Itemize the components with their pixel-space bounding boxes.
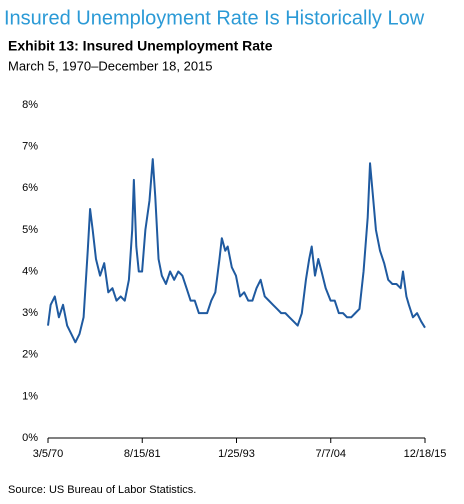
y-tick-label: 4% <box>22 265 38 277</box>
headline: Insured Unemployment Rate Is Historicall… <box>4 7 425 29</box>
y-tick-label: 8% <box>22 99 38 111</box>
x-tick-label: 12/18/15 <box>404 448 447 460</box>
y-tick-label: 2% <box>22 349 38 361</box>
data-line <box>47 158 426 344</box>
y-tick-label: 1% <box>22 390 38 402</box>
source-note: Source: US Bureau of Labor Statistics. <box>8 484 196 496</box>
y-tick-label: 3% <box>22 307 38 319</box>
y-tick-label: 0% <box>22 432 38 444</box>
y-tick-label: 6% <box>22 182 38 194</box>
chart-subtitle: March 5, 1970–December 18, 2015 <box>8 58 213 73</box>
x-tick-label: 1/25/93 <box>218 448 255 460</box>
x-tick-label: 3/5/70 <box>33 448 64 460</box>
x-tick-label: 7/7/04 <box>315 448 346 460</box>
y-tick-label: 7% <box>22 141 38 153</box>
chart-title: Exhibit 13: Insured Unemployment Rate <box>8 38 273 54</box>
x-tick-label: 8/15/81 <box>124 448 161 460</box>
y-tick-label: 5% <box>22 224 38 236</box>
